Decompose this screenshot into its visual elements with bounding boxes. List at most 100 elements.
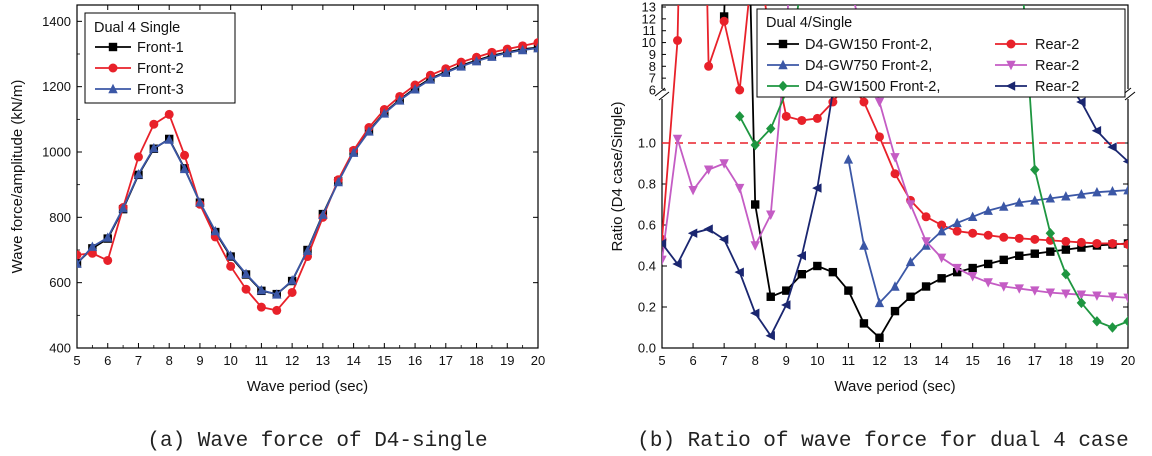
x-tick-label: 13 (903, 353, 917, 368)
data-point (1076, 290, 1087, 300)
data-point (812, 113, 822, 123)
x-tick-label: 7 (721, 353, 728, 368)
legend-marker (108, 63, 118, 73)
data-point (1107, 322, 1118, 333)
y-tick-label: 800 (49, 210, 71, 225)
y-tick-label-upper: 7 (649, 71, 656, 86)
y-tick-label: 0.2 (638, 300, 656, 315)
data-point (734, 267, 744, 277)
series-d4-gw1500-rear-2 (662, 56, 1128, 341)
data-point (1014, 197, 1024, 207)
data-point (287, 287, 297, 297)
x-tick-label: 18 (1059, 353, 1073, 368)
data-point (1077, 243, 1086, 252)
legend-marker (778, 80, 788, 92)
data-point (874, 297, 885, 308)
data-point (103, 255, 113, 265)
data-point (921, 237, 931, 247)
data-point (179, 163, 190, 174)
data-point (502, 47, 512, 58)
x-tick-label: 11 (255, 353, 269, 368)
data-point (662, 255, 667, 266)
data-point (87, 248, 97, 258)
data-point (984, 259, 993, 269)
data-point (1014, 284, 1024, 294)
x-tick-label: 15 (965, 353, 979, 368)
x-tick-label: 17 (439, 353, 453, 368)
chart-a: 5 6 7 8 9 10 11 12 13 14 15 16 17 18 19 20 400 600 800 1000… (9, 4, 545, 453)
data-point (968, 228, 978, 238)
data-point (1076, 189, 1087, 199)
data-point (999, 232, 1009, 242)
data-point (379, 108, 390, 118)
y-tick-label-upper: 9 (649, 47, 656, 62)
x-tick-label: 8 (752, 353, 759, 368)
legend-marker (1006, 60, 1016, 71)
data-point (750, 139, 760, 151)
legend-label: Front-2 (137, 61, 184, 77)
data-point (766, 123, 776, 134)
data-point (1061, 236, 1071, 246)
x-tick-label: 14 (346, 353, 360, 368)
legend-label: Front-1 (137, 40, 184, 56)
data-point (875, 333, 884, 342)
data-point (272, 289, 282, 299)
data-point (1061, 245, 1071, 254)
data-point (843, 154, 854, 164)
x-tick-label: 8 (166, 353, 173, 368)
data-point (195, 197, 205, 207)
data-point (905, 200, 916, 210)
data-point (704, 61, 714, 71)
data-point (672, 259, 682, 269)
caption-b: (b) Ratio of wave force for dual 4 case (637, 430, 1128, 453)
data-point (983, 230, 993, 240)
data-point (1061, 269, 1071, 280)
data-point (999, 255, 1008, 265)
data-point (456, 61, 466, 71)
data-point (719, 159, 729, 169)
x-axis-label: Wave period (sec) (834, 378, 955, 395)
data-point (735, 85, 745, 95)
data-point (937, 220, 947, 230)
data-point (1123, 293, 1128, 303)
data-point (133, 169, 144, 179)
legend-label: Rear-2 (1035, 79, 1079, 95)
y-tick-label: 0.0 (638, 341, 656, 356)
x-tick-label: 13 (316, 353, 330, 368)
data-point (952, 217, 962, 228)
data-point (1045, 193, 1056, 203)
y-axis-label: Wave force/amplitude (kN/m) (9, 80, 26, 274)
x-tick-label: 9 (196, 353, 203, 368)
y-tick-label: 1.0 (638, 136, 656, 151)
legend-marker (108, 42, 118, 52)
axis-break-mark (1124, 91, 1136, 101)
data-point (765, 331, 775, 341)
data-point (844, 286, 853, 295)
data-point (164, 109, 174, 119)
legend-label: Front-3 (137, 82, 184, 98)
y-tick-label-upper: 8 (649, 59, 656, 74)
y-tick-label: 1000 (42, 145, 71, 160)
data-point (828, 97, 838, 107)
data-point (1030, 234, 1040, 244)
data-point (874, 132, 884, 142)
data-point (180, 150, 190, 160)
data-point (750, 308, 760, 318)
x-tick-label: 19 (1090, 353, 1104, 368)
data-point (672, 134, 683, 145)
data-point (719, 12, 729, 21)
x-tick-label: 10 (223, 353, 237, 368)
axis-break-gap (654, 89, 670, 99)
legend-marker (1005, 81, 1016, 91)
x-tick-label: 6 (104, 353, 111, 368)
data-point (1045, 288, 1056, 298)
x-tick-label: 14 (934, 353, 948, 368)
data-point (781, 300, 791, 310)
data-point (952, 263, 962, 274)
data-point (703, 165, 714, 175)
data-point (302, 245, 313, 255)
data-point (796, 251, 806, 261)
data-point (1030, 164, 1040, 175)
data-point (906, 292, 915, 301)
